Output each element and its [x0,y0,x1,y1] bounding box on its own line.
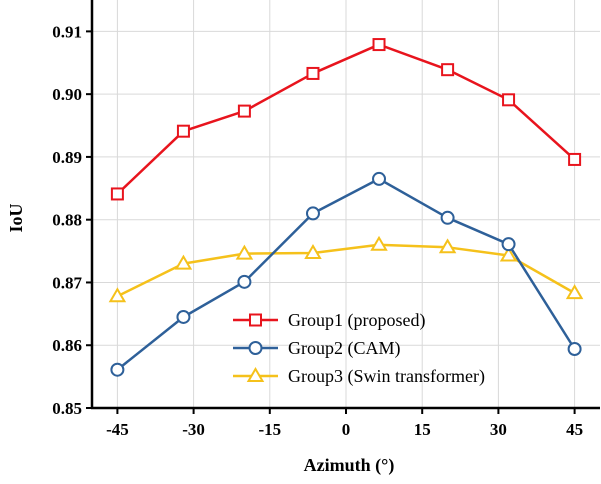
data-point [441,63,455,77]
data-point [176,309,191,324]
series-1 [110,38,582,201]
legend-item: Group3 (Swin transformer) [233,366,485,387]
y-tick-label: 0.85 [52,399,82,418]
x-tick-label: -15 [258,420,281,439]
data-point [567,341,582,356]
tick-labels: -45 -30 -15 0 15 30 45 0.85 0.86 0.87 0.88 0.89 0.90… [52,22,583,439]
x-tick-label: -30 [182,420,205,439]
data-point [499,246,518,262]
legend-marker [248,341,263,355]
legend-label: Group2 (CAM) [288,338,401,359]
x-tick-label: 0 [342,420,351,439]
data-point [565,284,584,300]
data-point [372,171,387,186]
x-tick-label: -45 [106,420,129,439]
series-2 [110,171,582,377]
x-tick-label: 15 [414,420,431,439]
data-point [370,235,388,251]
y-tick-label: 0.87 [52,273,82,292]
data-point [237,274,252,289]
data-point [235,244,254,260]
series-line [116,43,576,195]
y-tick-label: 0.89 [52,148,82,167]
legend-item: Group1 (proposed) [233,310,425,331]
data-point [568,152,582,166]
y-tick-label: 0.90 [52,85,82,104]
x-tick-label: 30 [490,420,507,439]
data-point [176,124,190,138]
axes [86,0,600,414]
data-point [502,93,516,107]
legend-item: Group2 (CAM) [233,338,401,359]
data-point [304,243,322,259]
data-point [305,206,320,221]
data-point [438,238,457,254]
legend: Group1 (proposed) Group2 (CAM) Group3 (Swi… [233,310,485,387]
data-point [174,254,193,270]
data-point [501,237,516,252]
data-point [440,210,455,225]
legend-marker [246,367,265,382]
series-layer [108,38,584,377]
data-point [306,66,320,80]
x-axis-title: Azimuth (°) [304,455,395,476]
series-line [116,243,576,298]
y-tick-label: 0.86 [52,336,82,355]
series-line [116,177,576,371]
data-point [372,38,386,52]
y-tick-label: 0.91 [52,22,82,41]
data-point [108,287,127,303]
y-tick-label: 0.88 [52,211,82,230]
data-point [110,362,125,377]
legend-label: Group1 (proposed) [288,310,425,331]
series-3 [108,235,584,303]
x-tick-label: 45 [566,420,583,439]
data-point [237,104,251,118]
y-axis-title: IoU [6,203,26,232]
legend-marker [249,313,262,327]
legend-label: Group3 (Swin transformer) [288,366,485,387]
data-point [110,187,124,201]
